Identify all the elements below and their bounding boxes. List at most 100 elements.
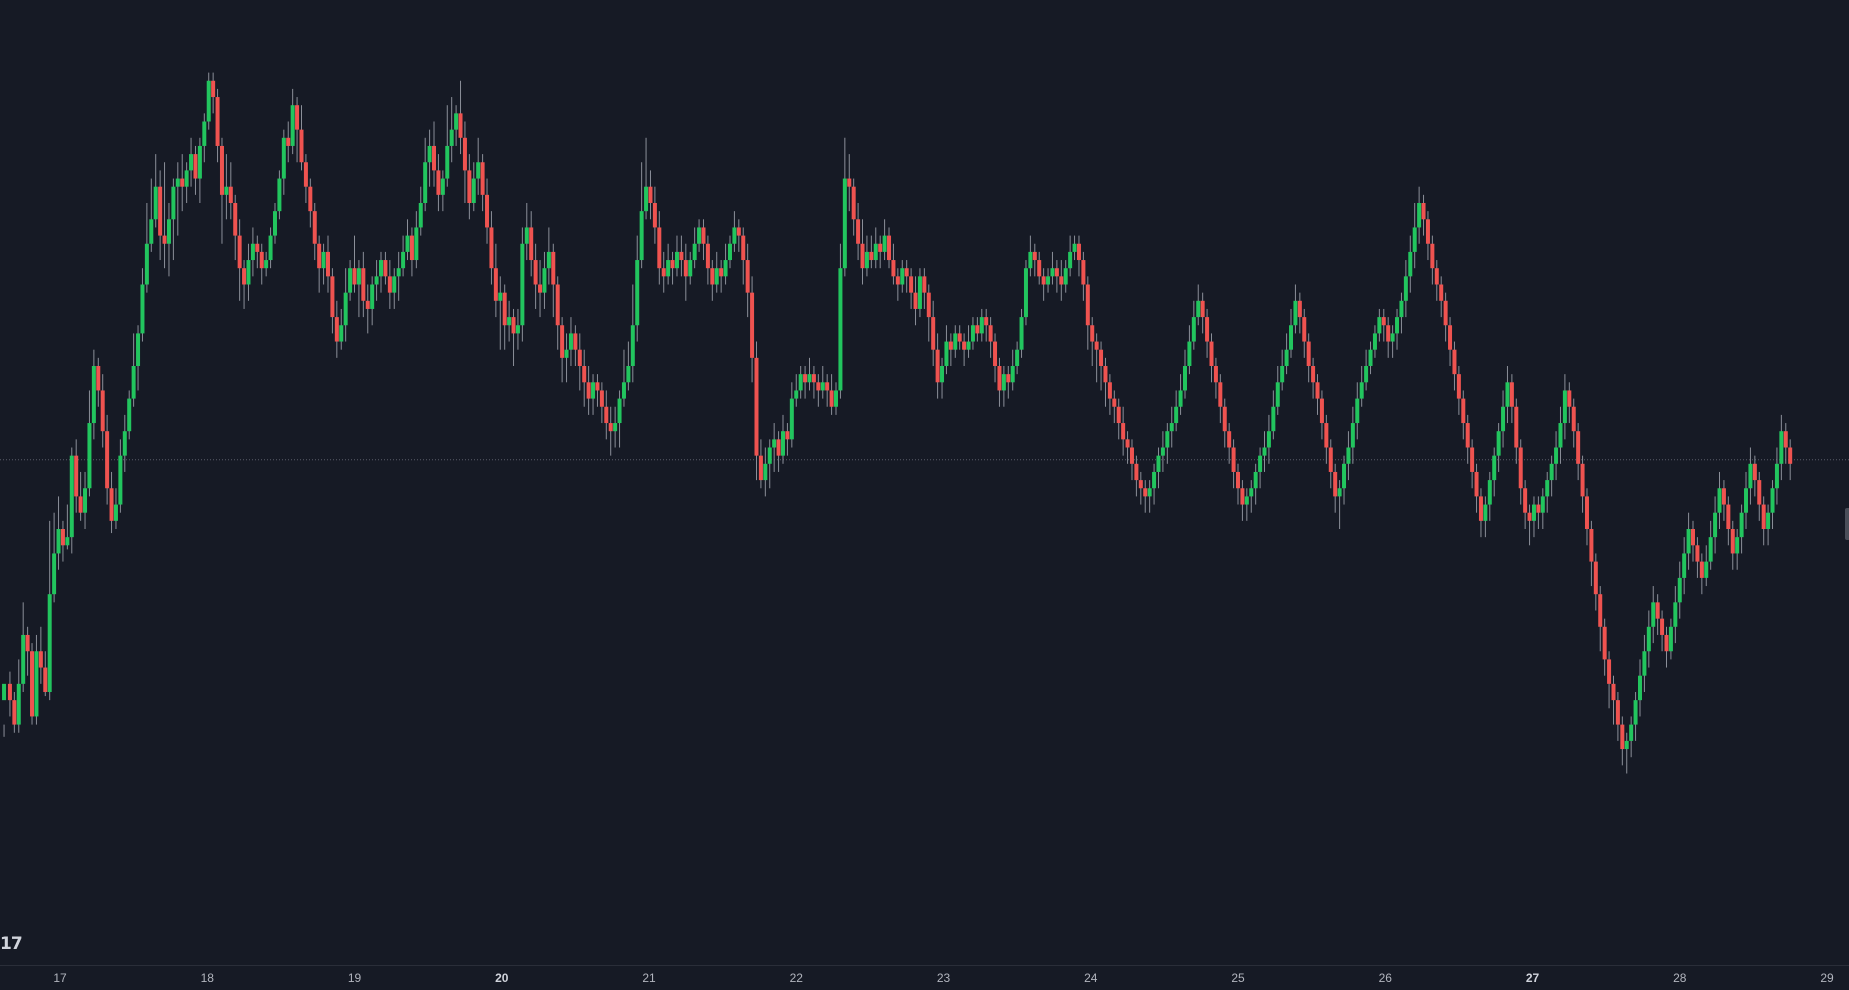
candle-body-up <box>184 170 189 187</box>
candle-body-down <box>1209 341 1214 366</box>
candle <box>259 243 264 285</box>
candle <box>69 447 74 554</box>
candle-body-down <box>1319 398 1324 424</box>
candle-body-up <box>1196 300 1201 318</box>
candle <box>1138 471 1143 505</box>
candle <box>860 219 865 285</box>
candle-body-down <box>1143 488 1148 497</box>
candle-body-up <box>1284 349 1289 366</box>
time-axis-tick-label: 19 <box>347 971 362 985</box>
candle <box>1028 235 1033 277</box>
candle-body-up <box>1549 463 1554 481</box>
candle <box>1178 374 1183 415</box>
candle <box>396 251 401 301</box>
candle-body-down <box>1222 406 1227 432</box>
candle-body-up <box>127 398 132 432</box>
candle <box>379 251 384 293</box>
candle-body-down <box>1006 374 1011 383</box>
candle-body-down <box>1205 317 1210 342</box>
candle-body-down <box>1302 317 1307 342</box>
candle-body-up <box>979 317 984 334</box>
candle <box>250 227 255 277</box>
candle <box>1629 716 1634 758</box>
candle <box>219 137 224 244</box>
candle-body-down <box>1315 382 1320 399</box>
candle-body-up <box>917 276 922 309</box>
candle-body-down <box>608 423 613 432</box>
candle <box>1116 398 1121 440</box>
candle <box>440 170 445 212</box>
candle <box>202 113 207 163</box>
candle <box>242 260 247 309</box>
candle-body-up <box>69 455 74 538</box>
candle <box>1319 390 1324 440</box>
candle-body-down <box>193 154 198 179</box>
candle <box>621 349 626 407</box>
candle <box>34 634 39 725</box>
candle-body-down <box>105 431 110 489</box>
candle-body-up <box>1677 577 1682 603</box>
candlestick-chart[interactable] <box>0 0 1849 965</box>
candle-body-down <box>1328 447 1333 472</box>
candle-body-down <box>538 284 543 293</box>
candle <box>1355 382 1360 440</box>
candle-body-up <box>1280 366 1285 383</box>
candle-body-up <box>401 251 406 269</box>
candle <box>1744 471 1749 529</box>
candle-body-up <box>1293 300 1298 326</box>
candle-body-down <box>299 129 304 163</box>
candle-body-up <box>122 431 127 456</box>
candle <box>21 602 26 692</box>
candle <box>264 251 269 277</box>
candle <box>529 211 534 277</box>
candle <box>462 121 467 203</box>
candle-body-up <box>418 203 423 228</box>
candle <box>1372 325 1377 358</box>
candle <box>869 235 874 269</box>
candle-body-up <box>1152 471 1157 489</box>
candle-body-down <box>1518 447 1523 489</box>
tradingview-logo[interactable]: 17 <box>0 934 23 954</box>
candle-body-up <box>1646 626 1651 652</box>
candle <box>613 406 618 448</box>
candle-body-up <box>1417 203 1422 228</box>
candle <box>838 243 843 399</box>
candle-body-down <box>736 227 741 236</box>
candle <box>842 137 847 277</box>
candle <box>586 366 591 415</box>
candle-body-down <box>211 80 216 98</box>
candle-body-up <box>1249 488 1254 497</box>
time-axis[interactable]: 17 18 19 20 21 22 23 24 25 26 27 28 29 <box>0 965 1849 990</box>
candle <box>25 626 30 676</box>
candle-body-down <box>436 170 441 195</box>
chart-pane[interactable] <box>0 0 1849 965</box>
candle-body-down <box>577 349 582 366</box>
candle <box>1205 308 1210 358</box>
candle <box>1143 480 1148 513</box>
candle <box>1412 203 1417 269</box>
candle <box>1063 260 1068 293</box>
candle-body-up <box>454 113 459 130</box>
candle-body-up <box>202 121 207 146</box>
candle <box>131 333 136 407</box>
candle <box>105 414 110 505</box>
candle-body-up <box>140 284 145 334</box>
candle-body-down <box>38 651 43 668</box>
candle <box>507 300 512 342</box>
candle-body-up <box>449 129 454 146</box>
candle <box>1425 211 1430 261</box>
candle <box>193 145 198 195</box>
candle-body-up <box>189 154 194 171</box>
price-scale-marker[interactable] <box>1845 508 1849 540</box>
candle-body-down <box>480 162 485 195</box>
candle-body-down <box>109 488 114 521</box>
candle <box>1518 439 1523 505</box>
candle <box>1470 439 1475 489</box>
candle-body-down <box>993 341 998 366</box>
candle <box>745 243 750 318</box>
candle-body-down <box>909 276 914 293</box>
candle-body-down <box>502 292 507 326</box>
candle-body-up <box>1562 390 1567 424</box>
candle-body-up <box>772 439 777 448</box>
candle-body-down <box>489 227 494 269</box>
